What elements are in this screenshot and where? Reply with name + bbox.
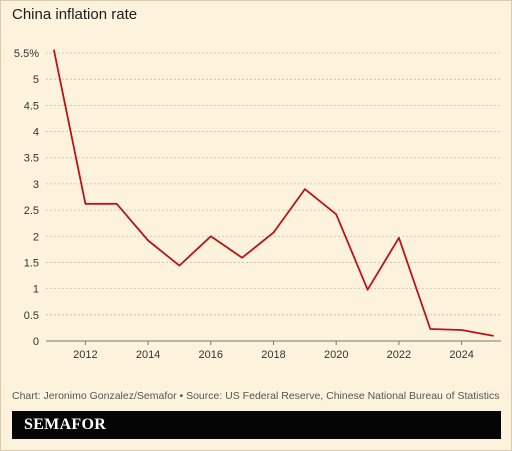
line-chart: 00.511.522.533.544.555.5% 2012 2014 2016 20… (14, 48, 501, 361)
series-line (53, 49, 494, 337)
y-tick-label: 0.5 (24, 310, 39, 322)
y-tick-label: 3 (33, 179, 39, 191)
x-tick-label: 2020 (324, 349, 348, 361)
x-tick-label: 2018 (261, 349, 285, 361)
y-tick-label: 4 (33, 127, 39, 139)
semafor-logo: SEMAFOR (24, 416, 107, 433)
y-tick-label: 4.5 (24, 100, 39, 112)
x-tick-label: 2016 (199, 349, 223, 361)
x-tick-label: 2024 (449, 349, 473, 361)
chart-title: China inflation rate (12, 6, 138, 23)
y-tick-label: 2 (33, 231, 39, 243)
x-tick-label: 2022 (387, 349, 411, 361)
y-tick-label: 1.5 (24, 257, 39, 269)
y-tick-label: 2.5 (24, 205, 39, 217)
y-tick-label: 3.5 (24, 153, 39, 165)
y-tick-label: 5.5% (14, 48, 39, 60)
x-tick-label: 2014 (136, 349, 160, 361)
y-tick-label: 1 (33, 284, 39, 296)
y-tick-label: 0 (33, 336, 39, 348)
y-tick-label: 5 (33, 74, 39, 86)
grid-lines (46, 52, 501, 342)
x-axis-ticks: 2012 2014 2016 2018 2020 2022 2024 (73, 341, 474, 361)
x-tick-label: 2012 (73, 349, 97, 361)
y-axis-ticks: 0 0.5 1 1.5 2 2.5 3 3.5 4 4.5 5 5.5% (14, 48, 39, 348)
series-layer (53, 49, 494, 337)
logo-bar: SEMAFOR (12, 411, 501, 439)
source-footnote: Chart: Jeronimo Gonzalez/Semafor • Sourc… (12, 390, 500, 402)
